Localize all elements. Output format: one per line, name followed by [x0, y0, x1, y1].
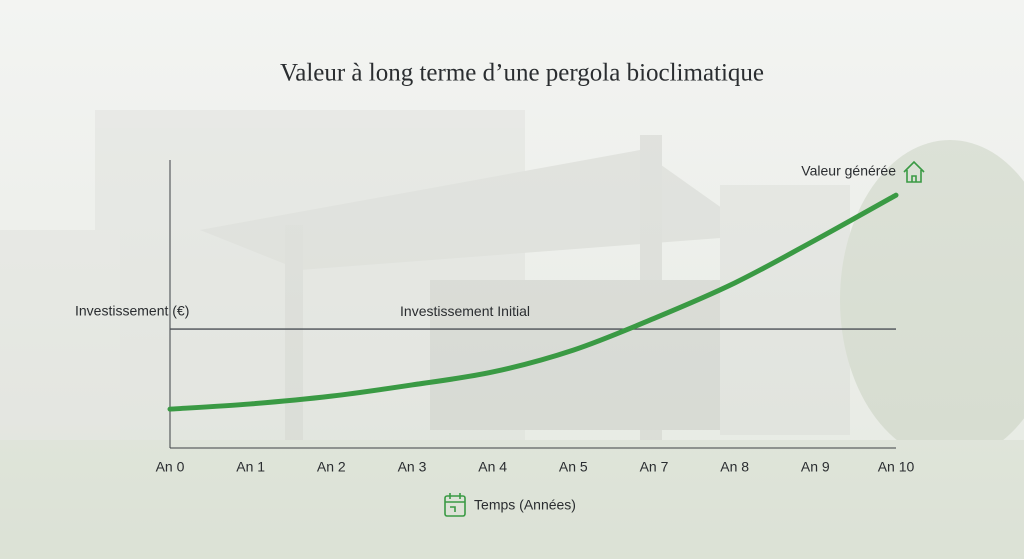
calendar-icon [444, 493, 466, 517]
house-icon [903, 160, 925, 183]
y-axis-label: Investissement (€) [75, 303, 189, 319]
x-tick-label: An 1 [236, 459, 265, 475]
x-tick-label: An 4 [478, 459, 507, 475]
x-tick-label: An 3 [398, 459, 427, 475]
x-axis-label: Temps (Années) [474, 497, 576, 513]
house-photo [0, 110, 1024, 559]
x-tick-label: An 10 [878, 459, 915, 475]
reference-label: Investissement Initial [400, 303, 530, 319]
x-tick-label: An 9 [801, 459, 830, 475]
series-line [167, 192, 899, 412]
x-tick-label: An 7 [640, 459, 669, 475]
chart-title: Valeur à long terme d’une pergola biocli… [280, 60, 764, 87]
legend-label: Valeur générée [801, 163, 896, 179]
x-tick-label: An 8 [720, 459, 749, 475]
x-tick-label: An 2 [317, 459, 346, 475]
x-tick-label: An 5 [559, 459, 588, 475]
x-tick-label: An 0 [156, 459, 185, 475]
